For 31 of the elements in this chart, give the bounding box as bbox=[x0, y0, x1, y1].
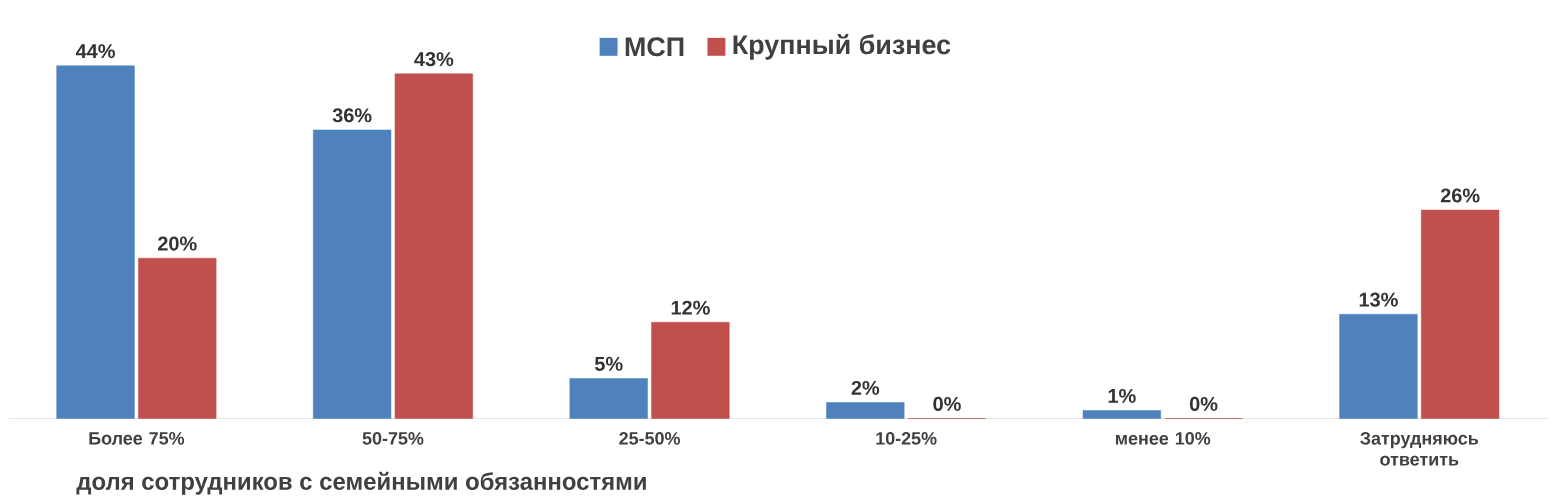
legend-label: МСП bbox=[625, 37, 684, 57]
data-label: 36% bbox=[332, 108, 372, 123]
data-label: 26% bbox=[1440, 188, 1480, 203]
bar bbox=[1082, 410, 1161, 419]
bar bbox=[651, 322, 730, 419]
x-tick-label: 50-75% bbox=[362, 432, 424, 445]
data-label: 20% bbox=[158, 236, 197, 251]
x-tick-label: 10-25% bbox=[876, 432, 937, 445]
data-label: 0% bbox=[1189, 396, 1218, 411]
data-label: 5% bbox=[594, 356, 623, 371]
data-label: 2% bbox=[851, 380, 880, 395]
data-label: 1% bbox=[1108, 388, 1136, 403]
bar bbox=[138, 257, 217, 419]
bar bbox=[56, 65, 135, 419]
x-axis-title: доля сотрудников с семейными обязанностями bbox=[76, 471, 646, 495]
data-label: 13% bbox=[1359, 292, 1398, 307]
data-label: 44% bbox=[75, 44, 115, 59]
bar bbox=[569, 378, 648, 419]
bar bbox=[826, 402, 905, 419]
bar bbox=[313, 129, 392, 419]
legend-label: Крупный бизнес bbox=[733, 34, 951, 60]
x-tick-label: менее 10% bbox=[1116, 432, 1211, 445]
data-label: 0% bbox=[933, 396, 961, 411]
x-tick-label: 25-50% bbox=[619, 432, 680, 445]
bar bbox=[1421, 209, 1500, 419]
bar bbox=[394, 73, 473, 419]
bar bbox=[1339, 314, 1418, 419]
x-tick-label: Более 75% bbox=[89, 432, 185, 445]
data-label: 12% bbox=[671, 300, 710, 315]
x-tick-label: Затрудняюсь ответить bbox=[1360, 432, 1479, 466]
data-label: 43% bbox=[414, 52, 454, 67]
